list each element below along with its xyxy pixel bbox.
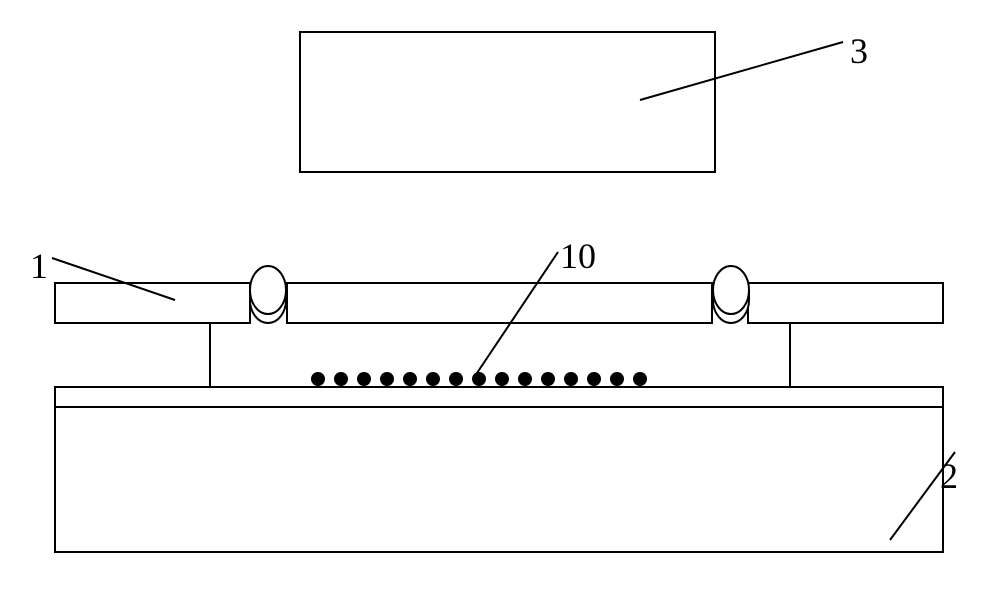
label-3: 3 (850, 30, 868, 72)
diagram-svg (0, 0, 1000, 588)
technical-diagram: 3 1 10 2 (0, 0, 1000, 588)
label-10: 10 (560, 235, 596, 277)
cylinder-right (713, 266, 749, 323)
label-1: 1 (30, 245, 48, 287)
cylinder-left (250, 266, 286, 323)
dots-row (311, 372, 647, 386)
base-block (55, 407, 943, 552)
base-top-layer (55, 387, 943, 407)
top-block (300, 32, 715, 172)
plate-right (748, 283, 943, 323)
label-2: 2 (940, 455, 958, 497)
plate-mid (287, 283, 712, 323)
plate-left (55, 283, 250, 323)
